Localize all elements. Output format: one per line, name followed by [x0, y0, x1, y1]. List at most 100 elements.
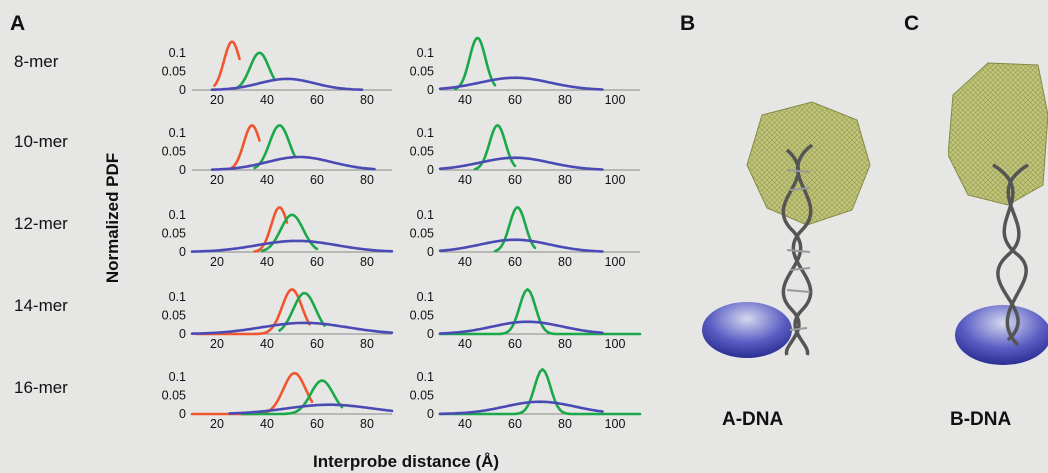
y-tick-label: 0.05: [410, 144, 434, 158]
panel-label-c: C: [904, 12, 920, 35]
green-curve: [438, 368, 642, 416]
y-tick-label: 0.05: [410, 388, 434, 402]
blue-curve: [438, 320, 604, 335]
panel-label-b: B: [680, 12, 696, 35]
y-tick-label: 0: [427, 83, 434, 97]
y-tick-label: 0.1: [169, 126, 186, 140]
y-tick-label: 0: [179, 327, 186, 341]
x-tick-label: 100: [605, 93, 626, 107]
molecule-label-a-dna: A-DNA: [722, 409, 784, 430]
y-axis-label: Normalized PDF: [103, 152, 122, 284]
y-tick-label: 0.1: [417, 46, 434, 60]
row-label-16mer: 16-mer: [14, 378, 68, 397]
plot-12-mer-left: 0 0.05 0.1 20 40 60 80: [162, 206, 394, 269]
x-tick-label: 20: [210, 417, 224, 431]
y-tick-label: 0: [179, 245, 186, 259]
blue-curve: [190, 321, 394, 336]
y-tick-label: 0.1: [169, 370, 186, 384]
x-tick-label: 40: [260, 337, 274, 351]
plot-10-mer-left: 0 0.05 0.1 20 40 60 80: [162, 124, 392, 187]
plot-14-mer-left: 0 0.05 0.1 20 40 60 80: [162, 288, 394, 351]
blue-curve: [210, 155, 376, 172]
x-tick-label: 40: [260, 93, 274, 107]
x-tick-label: 80: [360, 255, 374, 269]
x-tick-label: 80: [558, 255, 572, 269]
green-curve: [438, 288, 642, 336]
green-curve: [260, 213, 319, 253]
blue-curve: [438, 76, 604, 91]
x-tick-label: 40: [458, 173, 472, 187]
y-tick-label: 0.1: [417, 126, 434, 140]
plot-8-mer-right: 0 0.05 0.1 40 60 80 100: [410, 36, 640, 107]
y-tick-label: 0.1: [169, 46, 186, 60]
x-tick-label: 100: [605, 173, 626, 187]
probe-cloud-blue: [955, 305, 1048, 365]
green-curve: [453, 36, 497, 91]
x-tick-label: 80: [360, 173, 374, 187]
y-tick-label: 0.05: [410, 64, 434, 78]
blue-curve: [190, 239, 394, 253]
y-tick-label: 0.05: [162, 64, 186, 78]
x-tick-label: 60: [508, 255, 522, 269]
row-label-12mer: 12-mer: [14, 214, 68, 233]
x-tick-label: 60: [310, 255, 324, 269]
x-tick-label: 20: [210, 337, 224, 351]
y-tick-label: 0.05: [410, 226, 434, 240]
x-tick-label: 40: [260, 255, 274, 269]
y-tick-label: 0.05: [162, 388, 186, 402]
y-tick-label: 0.1: [417, 290, 434, 304]
x-tick-label: 60: [310, 337, 324, 351]
probe-cloud-green: [746, 101, 871, 226]
green-curve: [240, 379, 344, 416]
plot-10-mer-right: 0 0.05 0.1 40 60 80 100: [410, 124, 640, 187]
y-tick-label: 0: [427, 163, 434, 177]
blue-curve: [228, 403, 394, 415]
x-tick-label: 40: [458, 417, 472, 431]
green-curve: [278, 291, 326, 332]
blue-curve: [438, 156, 604, 171]
x-tick-label: 20: [210, 255, 224, 269]
blue-curve: [210, 77, 364, 92]
x-tick-label: 80: [558, 337, 572, 351]
b-dna-structure: [948, 62, 1048, 365]
red-curve: [253, 206, 289, 253]
row-label-14mer: 14-mer: [14, 296, 68, 315]
y-tick-label: 0: [427, 245, 434, 259]
y-tick-label: 0.1: [417, 370, 434, 384]
x-tick-label: 80: [360, 337, 374, 351]
x-tick-label: 80: [558, 93, 572, 107]
x-tick-label: 80: [360, 417, 374, 431]
plot-16-mer-right: 0 0.05 0.1 40 60 80 100: [410, 368, 642, 431]
y-tick-label: 0: [427, 407, 434, 421]
x-tick-label: 60: [310, 417, 324, 431]
y-tick-label: 0.05: [162, 144, 186, 158]
plot-12-mer-right: 0 0.05 0.1 40 60 80 100: [410, 206, 640, 269]
x-tick-label: 60: [508, 417, 522, 431]
y-tick-label: 0.05: [410, 308, 434, 322]
y-tick-label: 0.1: [417, 208, 434, 222]
plot-16-mer-left: 0 0.05 0.1 20 40 60 80: [162, 370, 394, 431]
x-tick-label: 60: [310, 93, 324, 107]
x-tick-label: 80: [360, 93, 374, 107]
x-tick-label: 80: [558, 417, 572, 431]
y-tick-label: 0.1: [169, 208, 186, 222]
x-tick-label: 100: [605, 337, 626, 351]
y-tick-label: 0: [179, 163, 186, 177]
probe-cloud-blue: [702, 302, 792, 358]
x-tick-label: 40: [260, 173, 274, 187]
x-tick-label: 40: [458, 337, 472, 351]
panel-label-a: A: [10, 12, 26, 35]
blue-curve: [438, 238, 604, 253]
x-axis-label: Interprobe distance (Å): [313, 452, 500, 471]
x-tick-label: 60: [508, 93, 522, 107]
probe-cloud-green: [948, 62, 1048, 206]
a-dna-structure: [702, 101, 871, 358]
x-tick-label: 60: [310, 173, 324, 187]
plot-14-mer-right: 0 0.05 0.1 40 60 80 100: [410, 288, 642, 351]
green-curve: [253, 124, 296, 170]
x-tick-label: 40: [458, 93, 472, 107]
x-tick-label: 40: [458, 255, 472, 269]
y-tick-label: 0: [427, 327, 434, 341]
y-tick-label: 0.05: [162, 308, 186, 322]
green-curve: [493, 206, 537, 253]
